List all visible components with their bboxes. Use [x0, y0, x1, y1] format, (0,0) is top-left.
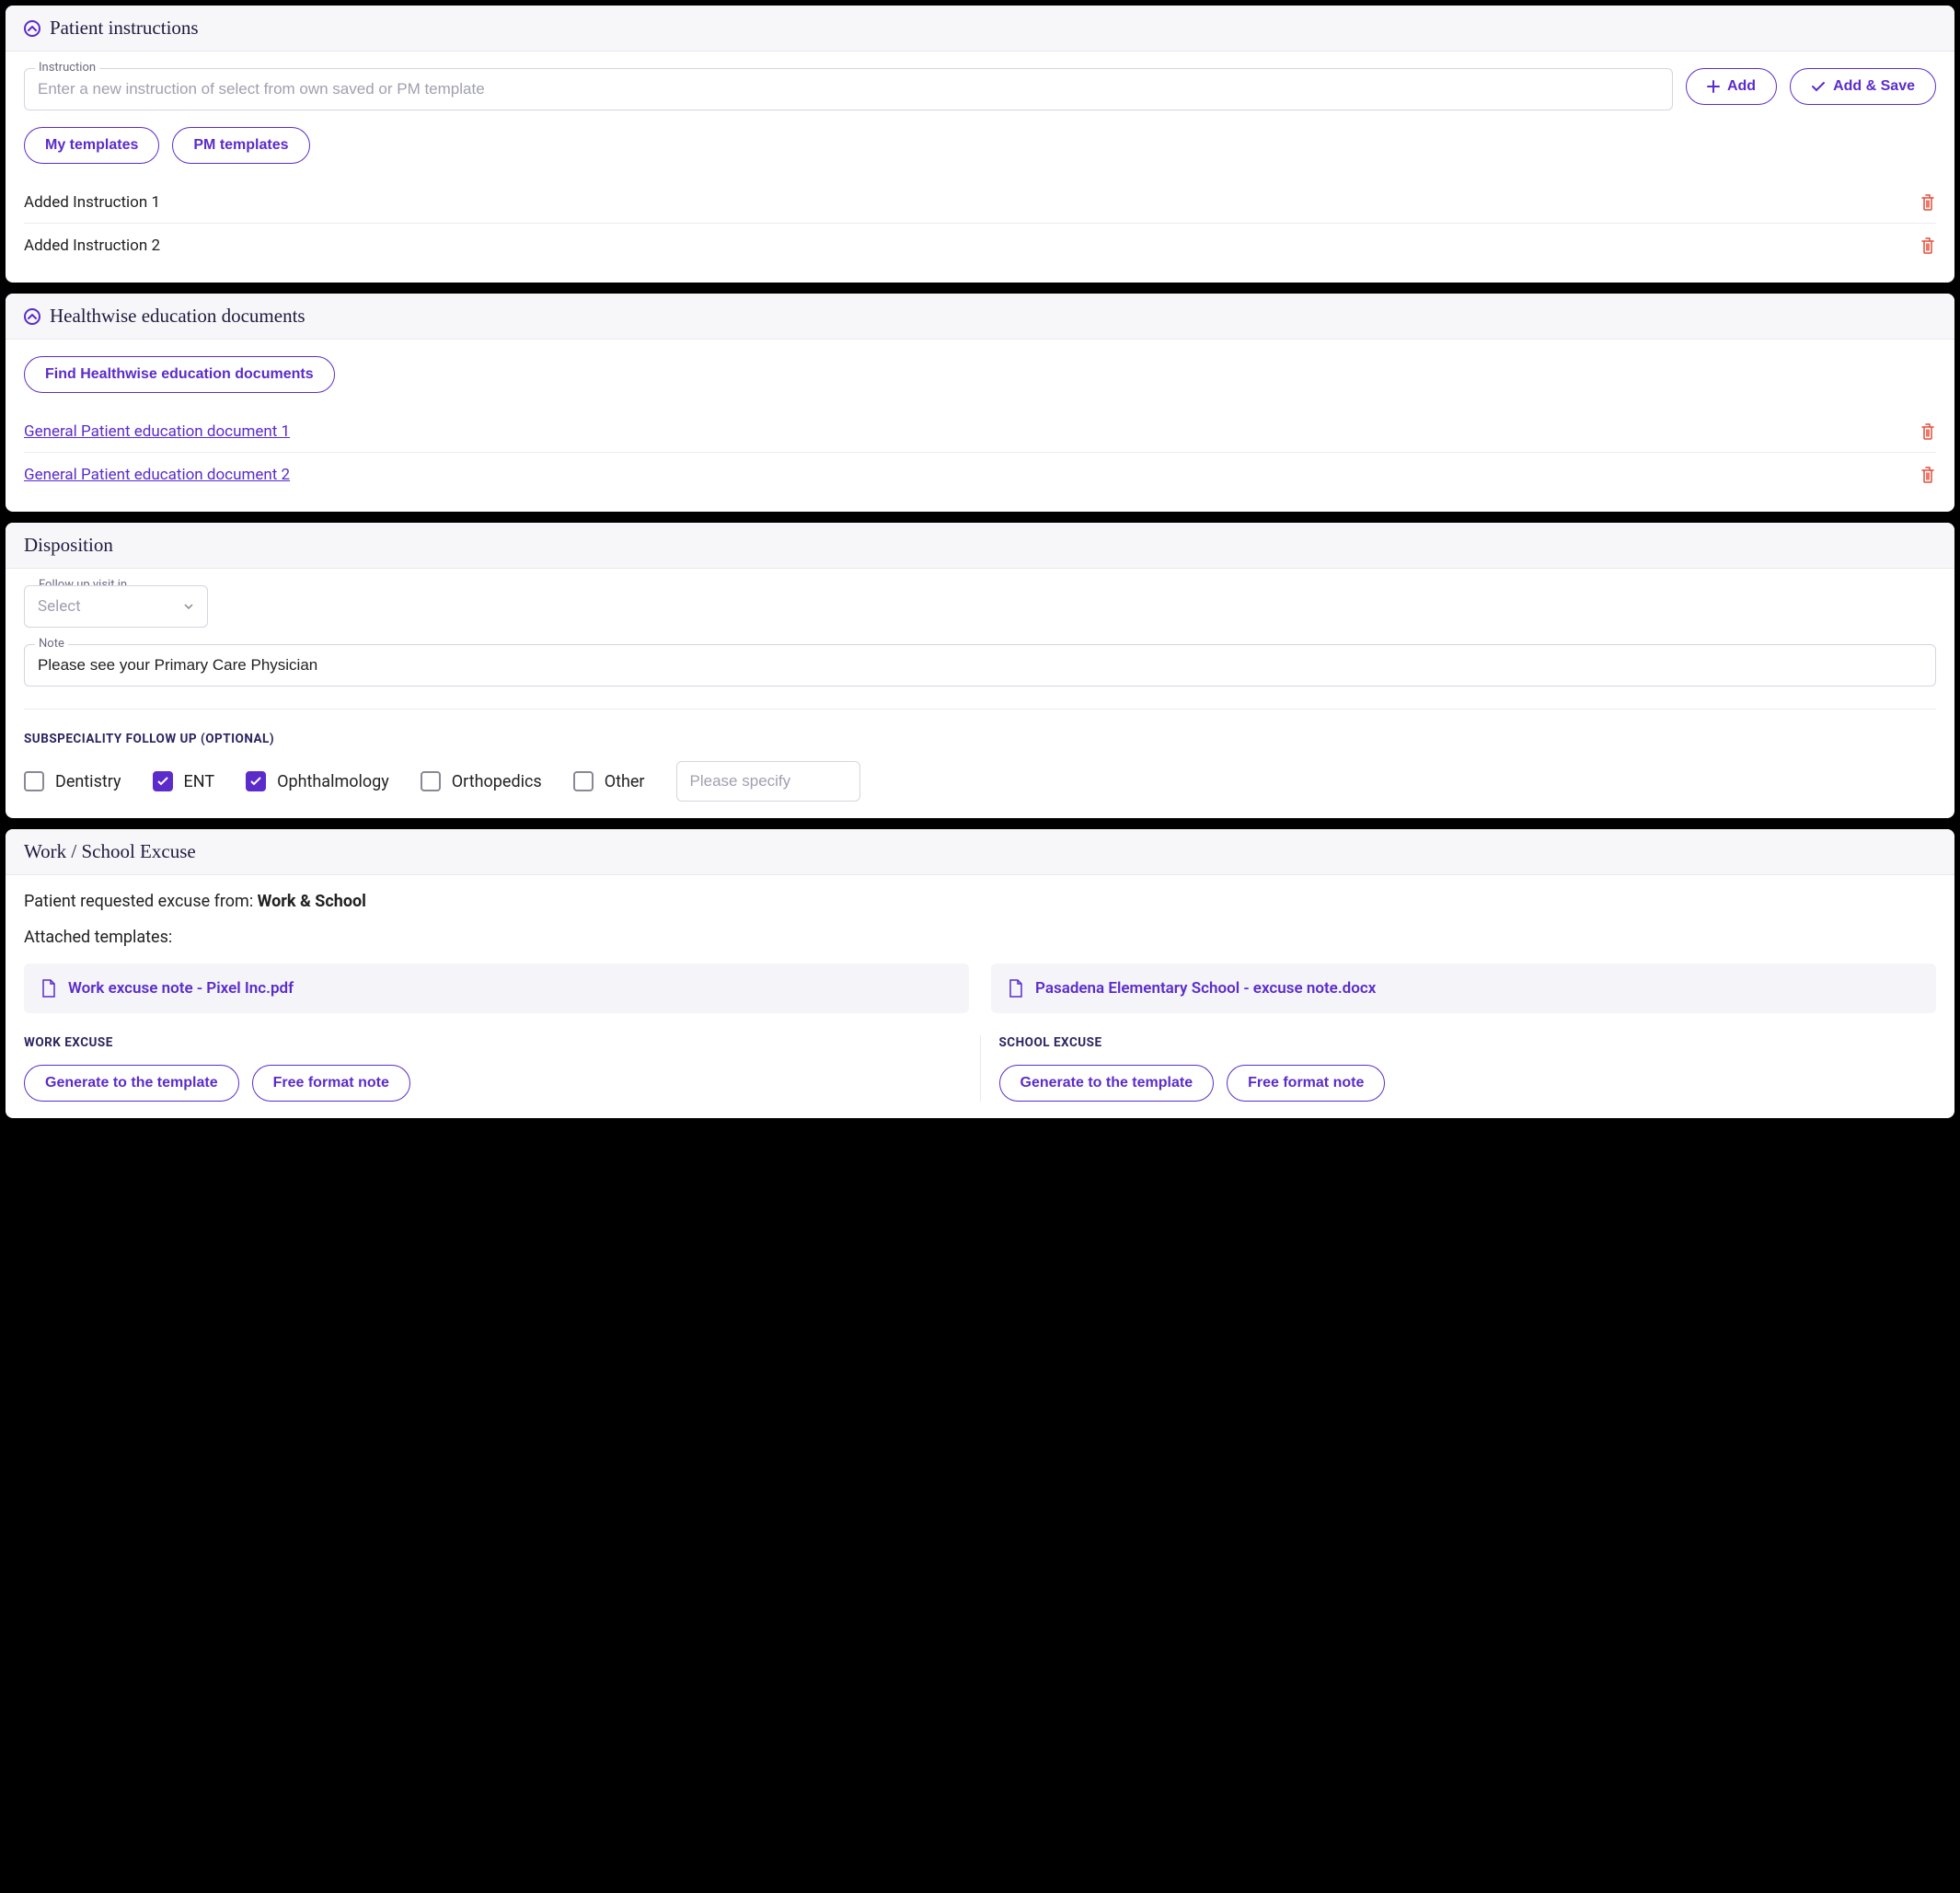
- followup-select[interactable]: Select: [24, 585, 208, 628]
- followup-placeholder: Select: [38, 597, 81, 616]
- instruction-row: Added Instruction 1: [24, 180, 1936, 224]
- work-excuse-label: WORK EXCUSE: [24, 1035, 962, 1050]
- delete-document-button[interactable]: [1920, 422, 1936, 441]
- trash-icon: [1920, 193, 1936, 212]
- pm-templates-button[interactable]: PM templates: [172, 127, 309, 164]
- trash-icon: [1920, 237, 1936, 255]
- orthopedics-checkbox[interactable]: [421, 771, 441, 791]
- excuse-panel: Work / School Excuse Patient requested e…: [6, 829, 1954, 1118]
- attachment-school[interactable]: Pasadena Elementary School - excuse note…: [991, 964, 1936, 1013]
- trash-icon: [1920, 466, 1936, 484]
- ent-checkbox[interactable]: [153, 771, 173, 791]
- file-icon: [1008, 978, 1024, 998]
- instruction-row: Added Instruction 2: [24, 224, 1936, 266]
- check-icon: [1811, 81, 1826, 92]
- excuse-title: Work / School Excuse: [24, 840, 196, 863]
- dentistry-checkbox[interactable]: [24, 771, 44, 791]
- option-dentistry: Dentistry: [24, 771, 121, 791]
- document-link[interactable]: General Patient education document 1: [24, 422, 290, 441]
- document-row: General Patient education document 1: [24, 410, 1936, 453]
- patient-instructions-header: Patient instructions: [6, 6, 1954, 52]
- disposition-panel: Disposition Follow up visit in Select No…: [6, 523, 1954, 818]
- excuse-header: Work / School Excuse: [6, 829, 1954, 875]
- attached-templates-label: Attached templates:: [24, 928, 1936, 947]
- delete-instruction-button[interactable]: [1920, 193, 1936, 212]
- patient-instructions-title: Patient instructions: [50, 17, 199, 40]
- school-free-format-button[interactable]: Free format note: [1227, 1065, 1385, 1102]
- chevron-down-icon: [183, 603, 194, 610]
- attachment-work[interactable]: Work excuse note - Pixel Inc.pdf: [24, 964, 969, 1013]
- work-excuse-col: WORK EXCUSE Generate to the template Fre…: [24, 1035, 980, 1102]
- disposition-header: Disposition: [6, 523, 1954, 569]
- patient-instructions-panel: Patient instructions Instruction Add Add…: [6, 6, 1954, 283]
- school-excuse-label: SCHOOL EXCUSE: [999, 1035, 1937, 1050]
- disposition-title: Disposition: [24, 534, 113, 557]
- subspecialty-label: SUBSPECIALITY FOLLOW UP (OPTIONAL): [24, 732, 1936, 746]
- note-input[interactable]: [24, 644, 1936, 687]
- specify-input[interactable]: [676, 761, 860, 802]
- document-link[interactable]: General Patient education document 2: [24, 466, 290, 484]
- instruction-text: Added Instruction 2: [24, 237, 160, 255]
- delete-instruction-button[interactable]: [1920, 237, 1936, 255]
- option-orthopedics: Orthopedics: [421, 771, 542, 791]
- my-templates-button[interactable]: My templates: [24, 127, 159, 164]
- add-button[interactable]: Add: [1686, 68, 1777, 105]
- instruction-field: Instruction: [24, 68, 1673, 110]
- instruction-text: Added Instruction 1: [24, 193, 160, 212]
- subspecialty-options: Dentistry ENT Ophthalmology Orthopedics …: [24, 761, 1936, 802]
- other-checkbox[interactable]: [573, 771, 594, 791]
- option-ophthalmology: Ophthalmology: [246, 771, 389, 791]
- healthwise-panel: Healthwise education documents Find Heal…: [6, 294, 1954, 512]
- school-generate-button[interactable]: Generate to the template: [999, 1065, 1215, 1102]
- work-generate-button[interactable]: Generate to the template: [24, 1065, 239, 1102]
- document-row: General Patient education document 2: [24, 453, 1936, 495]
- school-excuse-col: SCHOOL EXCUSE Generate to the template F…: [980, 1035, 1937, 1102]
- healthwise-header: Healthwise education documents: [6, 294, 1954, 340]
- instruction-label: Instruction: [35, 61, 99, 75]
- option-ent: ENT: [153, 771, 215, 791]
- note-label: Note: [35, 637, 68, 651]
- trash-icon: [1920, 422, 1936, 441]
- ophthalmology-checkbox[interactable]: [246, 771, 266, 791]
- collapse-icon[interactable]: [24, 20, 40, 37]
- healthwise-title: Healthwise education documents: [50, 305, 306, 328]
- delete-document-button[interactable]: [1920, 466, 1936, 484]
- plus-icon: [1707, 80, 1720, 93]
- work-free-format-button[interactable]: Free format note: [252, 1065, 410, 1102]
- instruction-input[interactable]: [24, 68, 1673, 110]
- collapse-icon[interactable]: [24, 308, 40, 325]
- find-healthwise-button[interactable]: Find Healthwise education documents: [24, 356, 335, 393]
- add-save-button[interactable]: Add & Save: [1790, 68, 1936, 105]
- excuse-requested: Patient requested excuse from: Work & Sc…: [24, 892, 1936, 911]
- file-icon: [40, 978, 57, 998]
- option-other: Other: [573, 771, 645, 791]
